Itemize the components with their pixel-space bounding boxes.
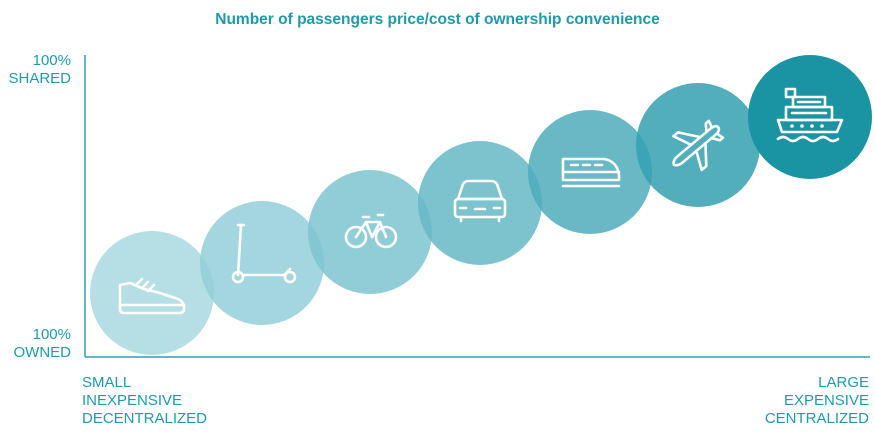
circle-airplane (636, 83, 760, 207)
train-icon (561, 157, 621, 188)
circle-train (528, 110, 652, 234)
circle-shoe-bg (90, 231, 214, 355)
y-axis-top-label-line1: 100% (32, 52, 71, 69)
x-axis-right-label-line3: CENTRALIZED (764, 410, 869, 427)
circle-bicycle (308, 170, 432, 294)
circle-scooter (200, 201, 324, 325)
x-axis-left-label-line3: DECENTRALIZED (82, 410, 208, 427)
x-axis-right-label-line1: LARGE (818, 374, 869, 391)
circle-scooter-bg (200, 201, 324, 325)
x-axis-left-label: SMALL INEXPENSIVE DECENTRALIZED (82, 374, 207, 428)
y-axis-bottom-label: 100% OWNED (3, 326, 72, 362)
x-axis-left-label-line1: SMALL (82, 374, 132, 391)
circle-shoe (90, 231, 214, 355)
circle-car (418, 141, 542, 265)
circle-car-bg (418, 141, 542, 265)
car-icon (453, 179, 507, 223)
x-axis-left-label-line2: INEXPENSIVE (82, 392, 183, 409)
x-axis-right-label-line2: EXPENSIVE (783, 392, 869, 409)
shoe-icon (118, 277, 186, 315)
scooter-icon (231, 223, 297, 284)
y-axis-bottom-label-line2: OWNED (13, 344, 72, 361)
circle-ship-bg (748, 55, 872, 179)
airplane-icon (672, 119, 725, 172)
y-axis-top-label-line2: SHARED (8, 70, 71, 87)
bicycle-icon (344, 213, 398, 249)
diagram-title: Number of passengers price/cost of owner… (215, 11, 660, 28)
circle-ship (748, 55, 872, 179)
x-axis-right-label: LARGE EXPENSIVE CENTRALIZED (765, 374, 869, 428)
y-axis-bottom-label-line1: 100% (32, 326, 71, 343)
y-axis-top-label: 100% SHARED (3, 52, 71, 88)
ship-icon (776, 87, 844, 143)
circle-airplane-bg (636, 83, 760, 207)
